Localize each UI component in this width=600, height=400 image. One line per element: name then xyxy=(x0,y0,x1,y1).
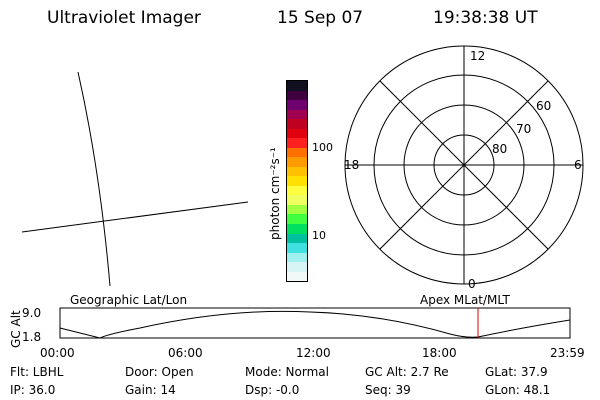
time-tick-0600: 06:00 xyxy=(168,346,203,360)
colorbar-band-13 xyxy=(287,204,307,215)
time-tick-2359: 23:59 xyxy=(550,346,585,360)
mlt-label-0: 0 xyxy=(468,277,476,290)
ip-info: IP: 36.0 xyxy=(10,383,56,397)
mlt-label-18: 18 xyxy=(344,158,359,172)
colorbar-band-4 xyxy=(287,119,307,129)
altitude-plot-frame xyxy=(59,307,571,339)
colorbar-tick-10: 10 xyxy=(312,229,326,242)
lat-label-60: 60 xyxy=(536,99,551,113)
lat-label-70: 70 xyxy=(516,122,531,136)
altitude-ytick-9: 9.0 xyxy=(22,306,41,320)
mlt-label-12: 12 xyxy=(470,49,485,63)
colorbar-band-1 xyxy=(287,90,307,101)
geographic-parallel-line xyxy=(21,201,249,233)
colorbar-band-6 xyxy=(287,138,307,148)
lat-label-80: 80 xyxy=(492,142,507,156)
altitude-ylabel: GC Alt xyxy=(9,310,23,348)
instrument-title: Ultraviolet Imager xyxy=(47,8,201,28)
flt-info: Flt: LBHL xyxy=(10,365,64,379)
time-tick-1200: 12:00 xyxy=(296,346,331,360)
glon-info: GLon: 48.1 xyxy=(485,383,551,397)
glat-info: GLat: 37.9 xyxy=(485,365,548,379)
altitude-curve xyxy=(59,310,571,339)
mode-info: Mode: Normal xyxy=(245,365,329,379)
gain-info: Gain: 14 xyxy=(125,383,176,397)
svg-text:photon cm⁻²s⁻¹: photon cm⁻²s⁻¹ xyxy=(268,147,282,240)
colorbar-band-18 xyxy=(287,252,307,263)
colorbar-tick-100: 100 xyxy=(312,141,333,154)
geographic-label: Geographic Lat/Lon xyxy=(70,293,188,307)
colorbar-band-14 xyxy=(287,214,307,224)
colorbar xyxy=(286,80,308,282)
colorbar-band-2 xyxy=(287,100,307,110)
colorbar-label: photon cm⁻²s⁻¹ xyxy=(268,147,282,240)
colorbar-band-11 xyxy=(287,185,307,196)
colorbar-band-0 xyxy=(287,81,307,91)
mlt-label-6: 6 xyxy=(574,158,582,172)
dsp-info: Dsp: -0.0 xyxy=(245,383,300,397)
geographic-grid xyxy=(21,71,249,287)
colorbar-band-3 xyxy=(287,109,307,120)
apex-label: Apex MLat/MLT xyxy=(420,293,510,307)
colorbar-band-20 xyxy=(287,271,307,282)
seq-info: Seq: 39 xyxy=(365,383,411,397)
colorbar-band-5 xyxy=(287,128,307,139)
colorbar-band-16 xyxy=(287,233,307,244)
colorbar-band-10 xyxy=(287,176,307,186)
altitude-ytick-1.8: 1.8 xyxy=(22,330,41,344)
date-label: 15 Sep 07 xyxy=(277,8,364,28)
door-info: Door: Open xyxy=(125,365,194,379)
time-label: 19:38:38 UT xyxy=(433,8,538,28)
colorbar-band-17 xyxy=(287,243,307,253)
colorbar-band-15 xyxy=(287,223,307,234)
colorbar-band-9 xyxy=(287,166,307,177)
colorbar-band-8 xyxy=(287,157,307,167)
gc-alt-info: GC Alt: 2.7 Re xyxy=(365,365,449,379)
altitude-strip: GC Alt 9.0 1.8 xyxy=(9,306,571,348)
time-tick-1800: 18:00 xyxy=(422,346,457,360)
geographic-meridian-line xyxy=(77,71,111,287)
colorbar-band-12 xyxy=(287,195,307,205)
colorbar-band-19 xyxy=(287,262,307,272)
polar-grid: 12 18 6 0 60 70 80 xyxy=(344,45,584,290)
time-tick-0000: 00:00 xyxy=(40,346,75,360)
colorbar-band-7 xyxy=(287,147,307,158)
